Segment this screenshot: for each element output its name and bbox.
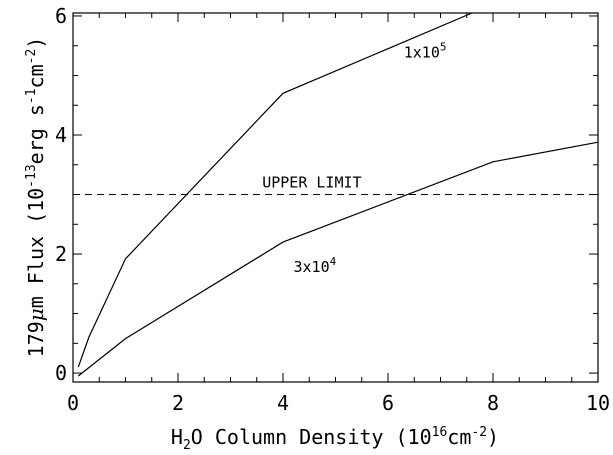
y-axis-label: 179μm Flux (10-13erg s-1cm-2) (24, 37, 48, 358)
y-tick-label: 6 (55, 4, 67, 28)
y-tick-label: 0 (55, 361, 67, 385)
x-tick-label: 4 (277, 391, 289, 415)
x-tick-label: 8 (487, 391, 499, 415)
series-annotation-1: 1x105 (404, 41, 447, 62)
annotations-group: 1x105 3x104 (294, 41, 447, 276)
x-tick-label: 10 (586, 391, 610, 415)
plot-frame (72, 12, 599, 383)
series-line-2 (77, 141, 599, 377)
series-line-1 (77, 12, 473, 368)
y-tick-label: 4 (55, 123, 67, 147)
ticks: 0 2 4 6 8 10 0 2 4 6 (55, 4, 610, 415)
y-tick-label: 2 (55, 242, 67, 266)
x-axis-label: H2O Column Density (1016cm-2) (171, 425, 499, 453)
reference-line-group: UPPER LIMIT (73, 174, 598, 196)
x-tick-label: 2 (172, 391, 184, 415)
x-tick-label: 6 (382, 391, 394, 415)
upper-limit-label: UPPER LIMIT (262, 174, 361, 192)
series-annotation-2: 3x104 (294, 255, 337, 276)
x-tick-label: 0 (67, 391, 79, 415)
series-group (77, 12, 599, 377)
